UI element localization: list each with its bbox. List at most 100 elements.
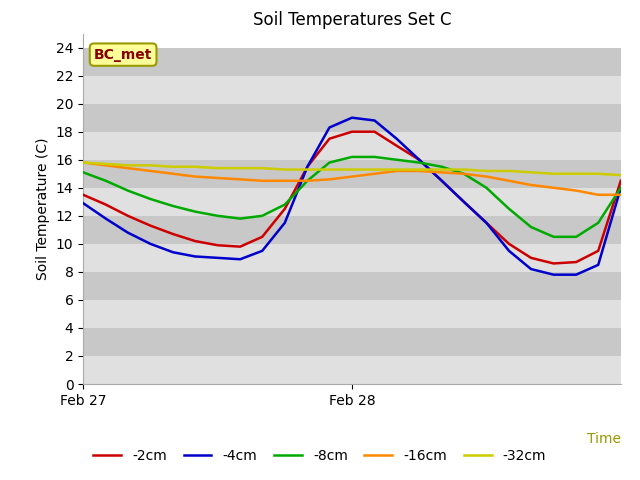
-4cm: [348, 115, 356, 120]
-8cm: [617, 185, 625, 191]
Line: -2cm: -2cm: [83, 132, 621, 264]
Title: Soil Temperatures Set C: Soil Temperatures Set C: [253, 11, 451, 29]
Bar: [83, 300, 621, 328]
-4cm: [393, 136, 401, 142]
-32cm: [595, 171, 602, 177]
-8cm: [348, 154, 356, 160]
-4cm: [281, 220, 289, 226]
-4cm: [415, 157, 423, 163]
-2cm: [303, 164, 311, 169]
-32cm: [191, 164, 199, 169]
-32cm: [79, 160, 87, 166]
-16cm: [259, 178, 266, 184]
Bar: [83, 132, 621, 160]
-32cm: [393, 167, 401, 172]
Y-axis label: Soil Temperature (C): Soil Temperature (C): [36, 138, 50, 280]
-2cm: [169, 231, 177, 237]
-32cm: [415, 167, 423, 172]
-2cm: [259, 234, 266, 240]
-2cm: [527, 255, 535, 261]
-16cm: [348, 174, 356, 180]
Bar: [83, 216, 621, 244]
-4cm: [483, 220, 490, 226]
-16cm: [191, 174, 199, 180]
-4cm: [124, 230, 132, 236]
-2cm: [124, 213, 132, 219]
-32cm: [460, 167, 468, 172]
-16cm: [147, 168, 154, 174]
-2cm: [505, 241, 513, 247]
Bar: [83, 48, 621, 76]
-32cm: [572, 171, 580, 177]
-16cm: [281, 178, 289, 184]
-16cm: [236, 177, 244, 182]
-2cm: [102, 202, 109, 207]
-32cm: [326, 167, 333, 172]
-16cm: [79, 160, 87, 166]
-16cm: [102, 162, 109, 168]
-8cm: [102, 178, 109, 184]
-32cm: [124, 162, 132, 168]
-32cm: [371, 167, 378, 172]
Line: -16cm: -16cm: [83, 163, 621, 195]
-8cm: [326, 160, 333, 166]
-4cm: [214, 255, 221, 261]
-8cm: [527, 224, 535, 230]
-8cm: [236, 216, 244, 221]
-8cm: [572, 234, 580, 240]
-32cm: [281, 167, 289, 172]
Bar: [83, 328, 621, 356]
-16cm: [550, 185, 557, 191]
-4cm: [527, 266, 535, 272]
-16cm: [124, 165, 132, 171]
Line: -32cm: -32cm: [83, 163, 621, 175]
-32cm: [483, 168, 490, 174]
-8cm: [371, 154, 378, 160]
-8cm: [191, 209, 199, 215]
-2cm: [348, 129, 356, 134]
-16cm: [169, 171, 177, 177]
-32cm: [259, 165, 266, 171]
-16cm: [572, 188, 580, 193]
-4cm: [572, 272, 580, 277]
Bar: [83, 244, 621, 272]
-8cm: [415, 160, 423, 166]
-2cm: [191, 238, 199, 244]
-16cm: [595, 192, 602, 198]
-16cm: [460, 171, 468, 177]
-2cm: [438, 178, 445, 184]
-8cm: [147, 196, 154, 202]
-16cm: [326, 177, 333, 182]
Legend: -2cm, -4cm, -8cm, -16cm, -32cm: -2cm, -4cm, -8cm, -16cm, -32cm: [88, 444, 552, 468]
-8cm: [438, 164, 445, 169]
-2cm: [460, 199, 468, 204]
-32cm: [236, 165, 244, 171]
-4cm: [169, 250, 177, 255]
-2cm: [595, 248, 602, 254]
Bar: [83, 104, 621, 132]
-16cm: [483, 174, 490, 180]
-8cm: [393, 157, 401, 163]
-8cm: [505, 206, 513, 212]
-2cm: [572, 259, 580, 265]
-8cm: [259, 213, 266, 219]
-2cm: [371, 129, 378, 134]
-8cm: [281, 202, 289, 207]
-8cm: [303, 178, 311, 184]
-2cm: [326, 136, 333, 142]
-4cm: [79, 200, 87, 206]
-4cm: [617, 185, 625, 191]
-8cm: [595, 220, 602, 226]
-2cm: [550, 261, 557, 266]
Text: Time: Time: [587, 432, 621, 446]
-2cm: [617, 178, 625, 184]
-4cm: [371, 118, 378, 123]
-32cm: [617, 172, 625, 178]
-4cm: [147, 241, 154, 247]
Text: BC_met: BC_met: [94, 48, 152, 61]
-32cm: [214, 165, 221, 171]
Bar: [83, 188, 621, 216]
-8cm: [460, 171, 468, 177]
-8cm: [550, 234, 557, 240]
-16cm: [617, 192, 625, 198]
